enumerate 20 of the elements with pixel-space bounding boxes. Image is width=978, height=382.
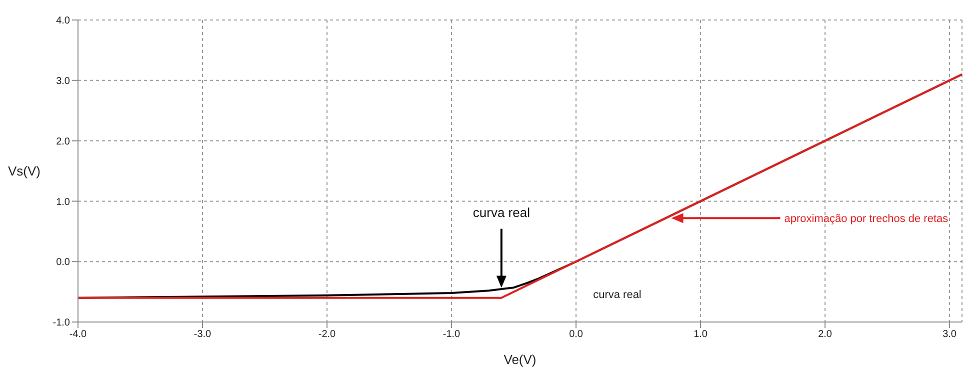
y-tick-label: 0.0 — [56, 257, 70, 268]
y-tick-label: -1.0 — [52, 318, 70, 329]
y-tick-label: 4.0 — [56, 16, 70, 27]
x-tick-label: -4.0 — [69, 329, 88, 340]
x-tick-label: 3.0 — [942, 329, 957, 340]
y-tick-label: 2.0 — [56, 136, 70, 148]
annotation: aproximação por trechos de retas — [784, 213, 949, 226]
x-axis-title: Ve(V) — [504, 352, 536, 367]
x-tick-label: -3.0 — [194, 329, 212, 340]
annotation: curva real — [593, 288, 642, 301]
y-axis-title: Vs(V) — [8, 164, 40, 179]
y-tick-label: 1.0 — [56, 196, 70, 208]
x-tick-label: 1.0 — [694, 329, 708, 340]
line-series — [78, 73, 962, 299]
y-tick-label: 3.0 — [56, 76, 70, 87]
x-tick-label: -2.0 — [318, 329, 336, 340]
x-tick-label: 2.0 — [818, 329, 832, 340]
annotation: curva real — [472, 204, 530, 220]
x-tick-label: 0.0 — [569, 329, 584, 340]
x-tick-label: -1.0 — [442, 329, 461, 340]
